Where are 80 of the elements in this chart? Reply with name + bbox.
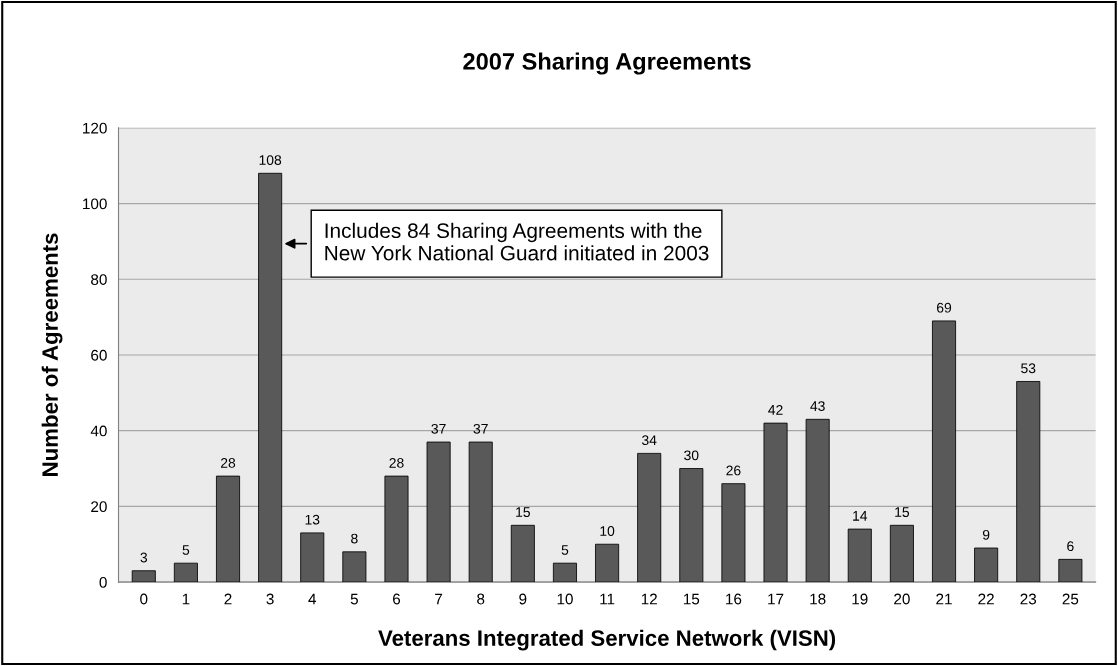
x-tick-label: 8 bbox=[477, 593, 485, 605]
x-axis-title: Veterans Integrated Service Network (VISN) bbox=[378, 629, 836, 651]
x-tick-label: 7 bbox=[435, 593, 443, 605]
bar bbox=[131, 570, 156, 583]
data-label: 28 bbox=[389, 457, 404, 468]
data-label: 28 bbox=[220, 457, 236, 468]
x-tick-label: 17 bbox=[768, 593, 784, 605]
x-tick-label: 0 bbox=[140, 593, 148, 605]
y-tick-label: 120 bbox=[83, 122, 107, 134]
data-label: 5 bbox=[182, 545, 190, 555]
data-label: 8 bbox=[351, 533, 358, 544]
bar bbox=[216, 475, 241, 583]
bar bbox=[889, 524, 914, 583]
x-tick-label: 1 bbox=[182, 593, 190, 605]
x-tick-label: 6 bbox=[393, 593, 401, 605]
bar bbox=[510, 524, 535, 583]
bar bbox=[173, 562, 198, 583]
x-tick-label: 20 bbox=[894, 593, 910, 605]
bar bbox=[258, 172, 283, 583]
data-label: 69 bbox=[937, 302, 952, 313]
data-label: 42 bbox=[768, 404, 783, 415]
x-tick-label: 25 bbox=[1062, 593, 1079, 605]
x-tick-label: 18 bbox=[810, 593, 826, 605]
x-tick-label: 9 bbox=[519, 593, 527, 605]
x-tick-label: 16 bbox=[726, 593, 742, 605]
chart-title: 2007 Sharing Agreements bbox=[463, 52, 751, 75]
data-label: 15 bbox=[516, 507, 530, 518]
data-label: 15 bbox=[895, 507, 910, 518]
x-tick-label: 22 bbox=[978, 593, 994, 605]
bar bbox=[384, 475, 409, 583]
x-tick-label: 11 bbox=[600, 593, 615, 605]
x-tick-label: 12 bbox=[641, 593, 657, 605]
data-label: 3 bbox=[140, 552, 148, 563]
x-tick-label: 4 bbox=[308, 593, 317, 605]
data-label: 34 bbox=[642, 435, 657, 446]
x-tick-label: 2 bbox=[224, 593, 232, 605]
data-label: 9 bbox=[982, 529, 990, 540]
data-label: 13 bbox=[305, 514, 320, 525]
x-tick-label: 5 bbox=[350, 593, 358, 605]
bar bbox=[847, 528, 872, 583]
annotation: Includes 84 Sharing Agreements with the New York National Guard initiated in 2003 bbox=[325, 222, 709, 261]
x-tick-label: 15 bbox=[683, 593, 700, 605]
data-label: 37 bbox=[431, 423, 446, 434]
bar bbox=[721, 483, 746, 583]
data-label: 30 bbox=[684, 450, 699, 461]
bar bbox=[637, 452, 662, 583]
x-tick-label: 21 bbox=[936, 593, 952, 605]
data-label: 5 bbox=[561, 545, 569, 555]
y-axis-title: Number of Agreements bbox=[41, 233, 63, 476]
bar bbox=[932, 320, 957, 583]
bar bbox=[679, 468, 704, 583]
data-label: 53 bbox=[1021, 363, 1036, 374]
data-label: 37 bbox=[473, 423, 488, 434]
x-tick-label: 23 bbox=[1020, 593, 1037, 605]
bar bbox=[595, 543, 620, 583]
data-label: 43 bbox=[810, 401, 825, 412]
bar bbox=[300, 532, 325, 583]
y-tick-label: 0 bbox=[99, 576, 107, 588]
data-label: 26 bbox=[726, 465, 741, 476]
bar bbox=[1058, 558, 1083, 583]
data-label: 10 bbox=[600, 526, 615, 536]
y-tick-label: 100 bbox=[83, 198, 107, 210]
bar bbox=[763, 422, 788, 583]
bar bbox=[805, 418, 830, 583]
bar bbox=[552, 562, 577, 583]
bar bbox=[974, 547, 999, 583]
y-tick-label: 20 bbox=[91, 501, 107, 513]
data-label: 108 bbox=[259, 155, 282, 165]
data-label: 14 bbox=[853, 511, 868, 521]
x-tick-label: 19 bbox=[852, 593, 868, 605]
y-tick-label: 40 bbox=[90, 425, 107, 437]
bar bbox=[468, 441, 493, 583]
y-tick-label: 60 bbox=[91, 349, 107, 361]
bar bbox=[426, 441, 451, 583]
bar bbox=[342, 551, 367, 583]
y-tick-label: 80 bbox=[91, 274, 107, 285]
x-tick-label: 3 bbox=[266, 593, 274, 605]
x-tick-label: 10 bbox=[557, 593, 573, 605]
bar bbox=[1016, 381, 1041, 583]
data-label: 6 bbox=[1067, 541, 1074, 552]
